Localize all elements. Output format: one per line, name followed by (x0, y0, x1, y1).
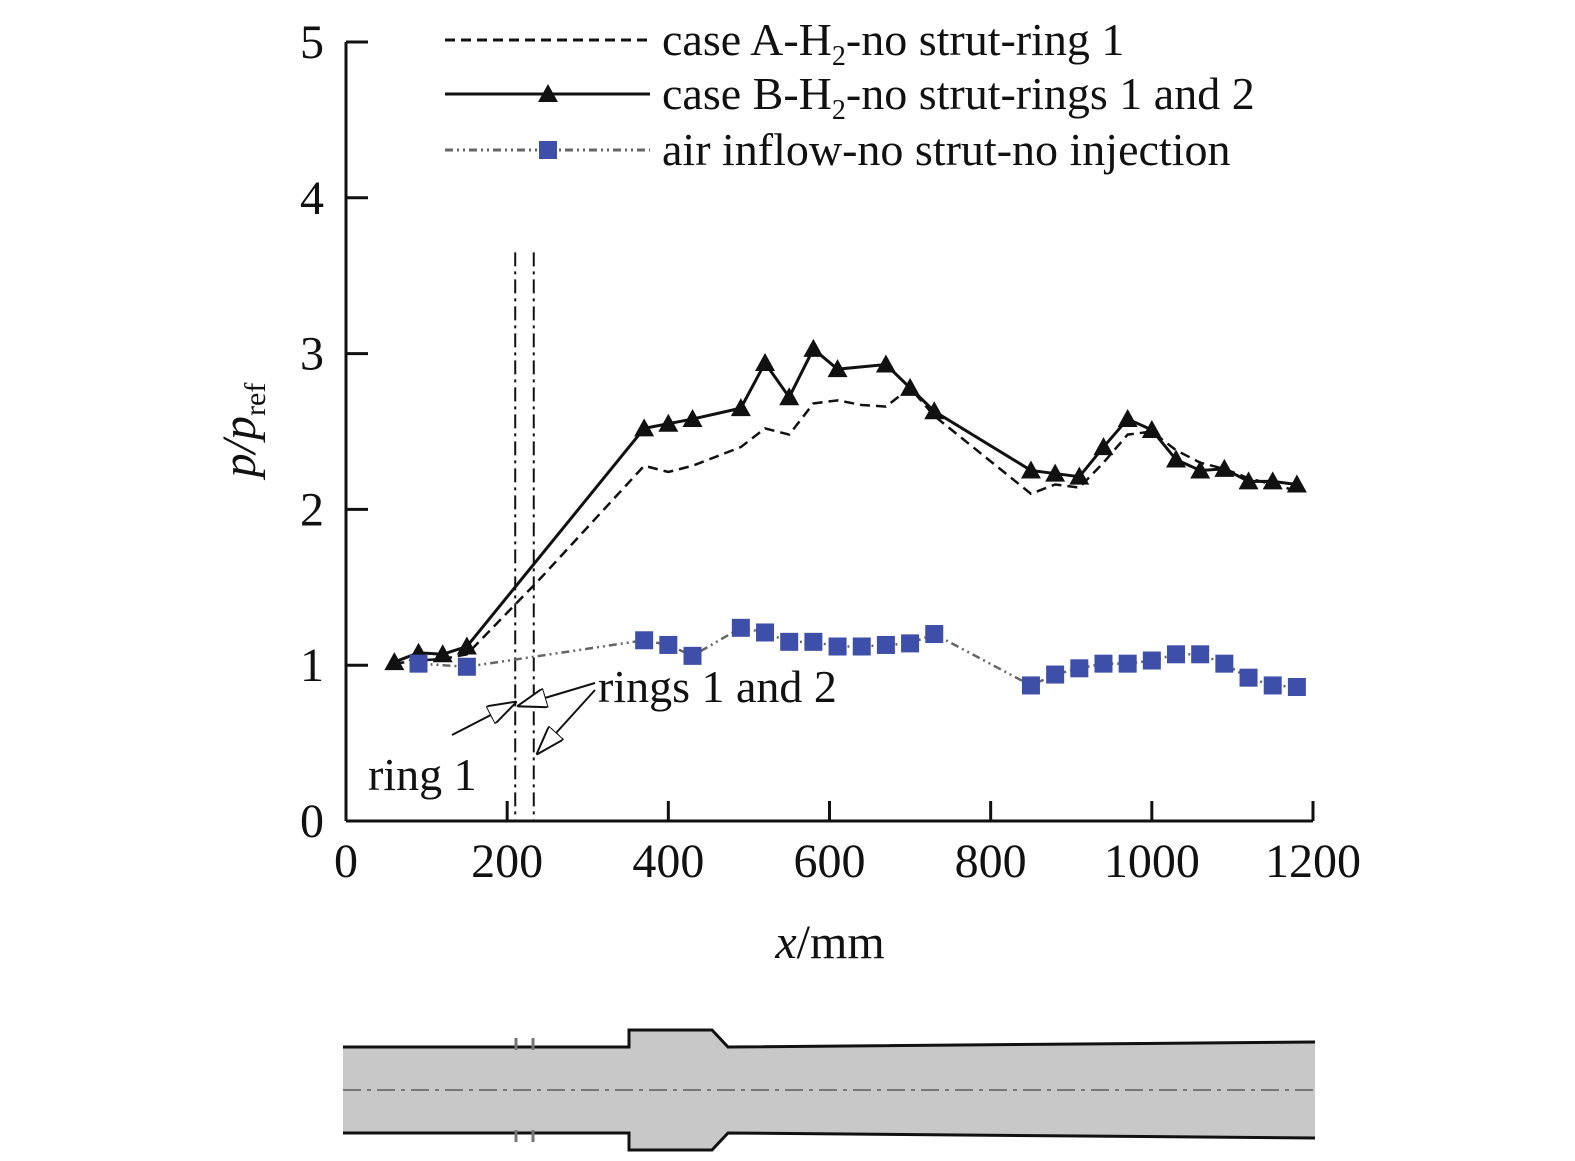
series-line (394, 386, 1298, 665)
y-tick-label: 3 (300, 328, 324, 381)
data-point (852, 637, 871, 656)
series-line (393, 346, 1298, 664)
data-point (1141, 419, 1162, 438)
data-point (658, 413, 679, 432)
legend-label: case B-H2-no strut-rings 1 and 2 (662, 68, 1255, 126)
ring-annotations: rings 1 and 2 ring 1 (368, 661, 837, 800)
data-point (432, 644, 453, 663)
x-tick-label: 400 (632, 835, 704, 888)
data-point (876, 635, 895, 654)
annotation-rings-1-and-2: rings 1 and 2 (598, 661, 837, 712)
data-point (1262, 471, 1283, 490)
data-point (456, 636, 477, 655)
data-point (1239, 668, 1258, 687)
y-tick-label: 0 (300, 795, 324, 848)
data-point (780, 632, 799, 651)
data-point (901, 634, 920, 653)
data-point (634, 418, 655, 437)
series-line (418, 626, 1297, 689)
data-point (1166, 449, 1187, 468)
legend-item-1: case A-H2-no strut-ring 1 (445, 14, 1124, 72)
series-3 (409, 618, 1306, 697)
data-point (1069, 466, 1090, 485)
x-tick-label: 1200 (1265, 835, 1361, 888)
data-point (779, 387, 800, 406)
y-axis-title: p/pref (213, 383, 272, 481)
legend-label: air inflow-no strut-no injection (662, 124, 1231, 175)
legend-item-2: case B-H2-no strut-rings 1 and 2 (445, 68, 1255, 126)
data-point (457, 657, 476, 676)
data-point (1118, 654, 1137, 673)
axis-titles: x/mm p/pref (213, 383, 885, 969)
legend-marker (539, 141, 557, 159)
y-tick-label: 4 (300, 172, 324, 225)
data-point (804, 632, 823, 651)
data-point (828, 637, 847, 656)
arrow-rings-12-b (537, 689, 596, 754)
data-point (1020, 460, 1041, 479)
data-series (384, 338, 1307, 697)
data-point (1167, 645, 1186, 664)
data-point (1045, 463, 1066, 482)
data-point (1214, 458, 1235, 477)
data-point (1191, 645, 1210, 664)
data-point (1287, 678, 1306, 697)
legend-marker (538, 84, 558, 102)
injection-ring-markers (514, 252, 535, 821)
data-point (1190, 460, 1211, 479)
data-point (803, 338, 824, 357)
y-tick-label: 2 (300, 483, 324, 536)
data-point (827, 359, 848, 378)
x-tick-label: 1000 (1104, 835, 1200, 888)
data-point (659, 635, 678, 654)
arrow-rings-12-a (518, 682, 596, 706)
data-point (1238, 471, 1259, 490)
axes: 0 200 400 600 800 1000 1200 0 1 2 3 4 5 (300, 16, 1361, 888)
data-point (635, 631, 654, 650)
annotation-ring-1: ring 1 (368, 749, 477, 800)
y-tick-label: 5 (300, 16, 324, 69)
x-axis-title: x/mm (774, 916, 884, 969)
data-point (1070, 659, 1089, 678)
data-point (1142, 651, 1161, 670)
combustor-schematic (343, 1028, 1316, 1152)
data-point (409, 654, 428, 673)
data-point (1021, 676, 1040, 695)
data-point (384, 652, 405, 671)
data-point (730, 398, 751, 417)
legend-label: case A-H2-no strut-ring 1 (662, 14, 1124, 72)
data-point (1046, 665, 1065, 684)
data-point (756, 623, 775, 642)
data-point (900, 377, 921, 396)
arrow-ring-1 (451, 702, 516, 736)
data-point (1215, 654, 1234, 673)
data-point (875, 354, 896, 373)
y-tick-label: 1 (300, 639, 324, 692)
series-1 (394, 386, 1298, 665)
combustor-upper-wall (343, 1028, 1316, 1049)
x-tick-label: 200 (471, 835, 543, 888)
data-point (1093, 437, 1114, 456)
data-point (731, 618, 750, 637)
series-2 (384, 338, 1307, 671)
data-point (925, 625, 944, 644)
plot-area: 0 200 400 600 800 1000 1200 0 1 2 3 4 5 (300, 16, 1361, 888)
x-tick-label: 800 (955, 835, 1027, 888)
data-point (682, 409, 703, 428)
data-point (1286, 474, 1307, 493)
combustor-lower-wall (343, 1131, 1316, 1152)
data-point (755, 352, 776, 371)
data-point (1263, 676, 1282, 695)
legend-item-3: air inflow-no strut-no injection (445, 124, 1231, 175)
data-point (1117, 409, 1138, 428)
data-point (924, 401, 945, 420)
data-point (1094, 654, 1113, 673)
x-tick-label: 600 (794, 835, 866, 888)
data-point (683, 646, 702, 665)
x-tick-label: 0 (334, 835, 358, 888)
